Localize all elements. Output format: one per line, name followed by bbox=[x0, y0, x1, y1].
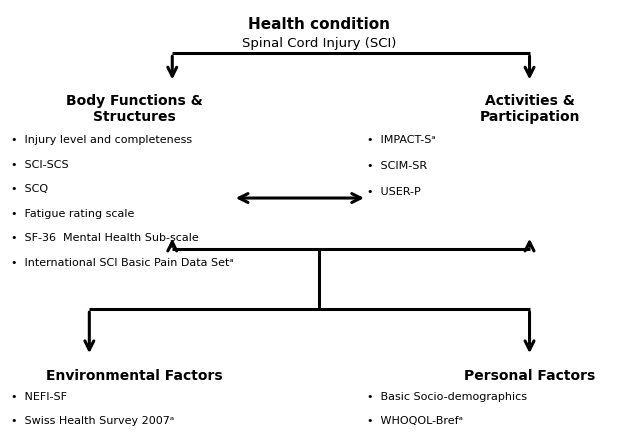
Text: •  Fatigue rating scale: • Fatigue rating scale bbox=[11, 209, 135, 218]
Text: Spinal Cord Injury (SCI): Spinal Cord Injury (SCI) bbox=[242, 36, 396, 50]
Text: •  SF-36  Mental Health Sub-scale: • SF-36 Mental Health Sub-scale bbox=[11, 233, 199, 243]
Text: Environmental Factors: Environmental Factors bbox=[46, 369, 222, 383]
Text: Body Functions &
Structures: Body Functions & Structures bbox=[66, 94, 202, 124]
Text: Activities &
Participation: Activities & Participation bbox=[479, 94, 580, 124]
Text: •  IMPACT-Sᵃ: • IMPACT-Sᵃ bbox=[367, 135, 436, 145]
Text: •  International SCI Basic Pain Data Setᵃ: • International SCI Basic Pain Data Setᵃ bbox=[11, 258, 234, 267]
Text: •  Injury level and completeness: • Injury level and completeness bbox=[11, 135, 193, 145]
Text: •  WHOQOL-Brefᵃ: • WHOQOL-Brefᵃ bbox=[367, 416, 463, 425]
Text: •  SCI-SCS: • SCI-SCS bbox=[11, 160, 69, 170]
Text: •  Basic Socio-demographics: • Basic Socio-demographics bbox=[367, 392, 527, 402]
Text: •  SCQ: • SCQ bbox=[11, 184, 48, 194]
Text: •  SCIM-SR: • SCIM-SR bbox=[367, 161, 427, 171]
Text: Health condition: Health condition bbox=[248, 17, 390, 32]
Text: •  USER-P: • USER-P bbox=[367, 187, 420, 197]
Text: •  NEFI-SF: • NEFI-SF bbox=[11, 392, 68, 402]
Text: •  Swiss Health Survey 2007ᵃ: • Swiss Health Survey 2007ᵃ bbox=[11, 416, 175, 425]
Text: Personal Factors: Personal Factors bbox=[464, 369, 595, 383]
